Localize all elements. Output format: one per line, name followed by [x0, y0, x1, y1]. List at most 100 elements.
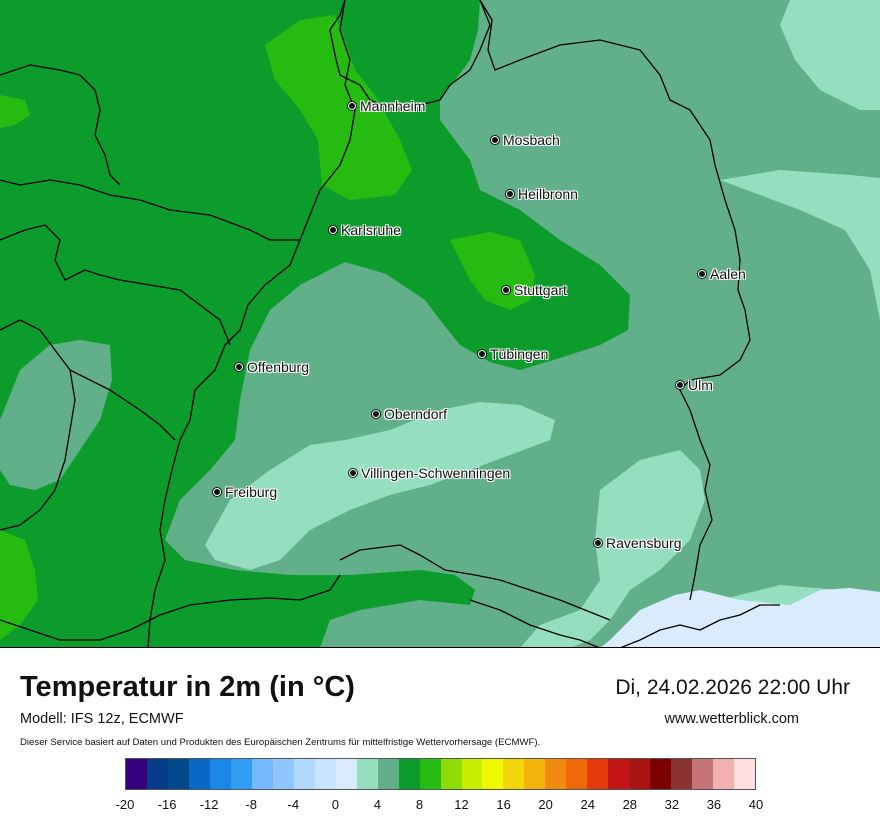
map-footer: Temperatur in 2m (in °C) Modell: IFS 12z…	[0, 649, 880, 830]
city-marker-icon	[594, 539, 602, 547]
city-oberndorf[interactable]: Oberndorf	[372, 406, 447, 422]
city-marker-icon	[478, 350, 486, 358]
city-label: Ravensburg	[606, 535, 682, 551]
legend-swatch	[440, 759, 462, 789]
legend-swatch	[734, 759, 756, 789]
website-link[interactable]: www.wetterblick.com	[664, 711, 799, 727]
border-swiss	[0, 574, 341, 641]
city-ravensburg[interactable]: Ravensburg	[594, 535, 682, 551]
legend-swatch	[608, 759, 630, 789]
city-karlsruhe[interactable]: Karlsruhe	[329, 222, 401, 238]
legend-swatch	[126, 759, 147, 789]
data-source-notice: Dieser Service basiert auf Daten und Pro…	[20, 737, 541, 748]
field-mint-blackforest	[205, 402, 555, 570]
city-label: Freiburg	[225, 484, 278, 500]
legend-tick-label: 40	[748, 797, 764, 812]
legend-swatch	[503, 759, 525, 789]
city-marker-icon	[502, 286, 510, 294]
city-label: Mannheim	[360, 98, 426, 114]
legend-swatch	[167, 759, 189, 789]
legend-swatch	[188, 759, 210, 789]
field-mint-northeast	[780, 0, 880, 110]
legend-swatch	[230, 759, 252, 789]
field-light-green-stuttgart	[450, 232, 535, 310]
city-label: Stuttgart	[514, 282, 567, 298]
legend-swatch	[545, 759, 567, 789]
legend-tick-label: 28	[622, 797, 638, 812]
city-marker-icon	[676, 381, 684, 389]
legend-swatch	[650, 759, 672, 789]
border-north	[479, 0, 716, 166]
field-light-green-southwest	[0, 530, 38, 640]
city-freiburg[interactable]: Freiburg	[213, 484, 277, 500]
city-label: Offenburg	[247, 359, 310, 375]
city-offenburg[interactable]: Offenburg	[235, 359, 309, 375]
city-marker-icon	[213, 488, 221, 496]
legend-tick-label: 20	[538, 797, 553, 812]
legend-swatch	[713, 759, 735, 789]
city-label: Karlsruhe	[341, 222, 401, 238]
state-borders	[0, 0, 780, 647]
legend-swatch	[335, 759, 357, 789]
field-pale-blue-southeast	[601, 588, 880, 647]
city-tuebingen[interactable]: Tübingen	[478, 346, 548, 362]
legend-tick-label: 0	[331, 797, 339, 812]
temperature-map[interactable]: Mannheim Mosbach Heilbronn Karlsruhe Aal…	[0, 0, 880, 648]
border-lake	[469, 599, 600, 647]
city-label: Heilbronn	[518, 186, 578, 202]
legend-tick-label: -12	[199, 797, 219, 812]
legend-tick-label: 36	[706, 797, 722, 812]
legend-tick-label: -4	[287, 797, 300, 812]
model-info: Modell: IFS 12z, ECMWF	[20, 711, 184, 727]
legend-tick-label: 4	[373, 797, 382, 812]
border-alsace-c	[0, 224, 231, 346]
city-marker-icon	[235, 363, 243, 371]
city-heilbronn[interactable]: Heilbronn	[506, 186, 578, 202]
city-ulm[interactable]: Ulm	[676, 377, 713, 393]
field-light-green-west	[0, 95, 30, 128]
legend-tick-label: 8	[415, 797, 424, 812]
temperature-field	[0, 0, 880, 647]
legend-swatch	[566, 759, 588, 789]
legend-tick-label: 12	[454, 797, 469, 812]
city-label: Tübingen	[490, 346, 549, 362]
legend-tick-label: 16	[496, 797, 511, 812]
city-villingen-schwenningen[interactable]: Villingen-Schwenningen	[349, 465, 510, 481]
city-marker-icon	[506, 190, 514, 198]
legend-swatch	[461, 759, 483, 789]
city-label: Oberndorf	[384, 406, 448, 422]
city-mannheim[interactable]: Mannheim	[348, 98, 425, 114]
legend-tick-label: -8	[245, 797, 257, 812]
legend-swatch	[398, 759, 420, 789]
legend-swatch	[587, 759, 609, 789]
city-mosbach[interactable]: Mosbach	[491, 132, 560, 148]
legend-swatch	[251, 759, 273, 789]
legend-swatch	[419, 759, 441, 789]
city-label: Aalen	[710, 266, 746, 282]
legend-swatch	[671, 759, 693, 789]
city-label: Ulm	[688, 377, 713, 393]
city-marker-icon	[372, 410, 380, 418]
city-stuttgart[interactable]: Stuttgart	[502, 282, 567, 298]
legend-swatch	[314, 759, 336, 789]
forecast-datetime: Di, 24.02.2026 22:00 Uhr	[615, 676, 850, 699]
legend-swatch	[272, 759, 294, 789]
field-mint-east	[720, 170, 880, 320]
legend-swatch	[692, 759, 714, 789]
city-marker-icon	[491, 136, 499, 144]
legend-tick-label: 32	[664, 797, 680, 812]
legend-swatch	[209, 759, 231, 789]
legend-swatch	[629, 759, 651, 789]
legend-swatch	[482, 759, 504, 789]
border-alsace-a	[0, 319, 76, 531]
border-hessen	[329, 0, 491, 111]
city-aalen[interactable]: Aalen	[698, 266, 746, 282]
border-south	[339, 544, 611, 621]
legend-tick-label: -20	[115, 797, 135, 812]
border-rhine	[147, 0, 356, 647]
city-label: Mosbach	[503, 132, 560, 148]
field-light-green-north	[265, 15, 412, 200]
border-alsace-b	[69, 369, 176, 441]
legend-swatch	[146, 759, 168, 789]
city-marker-icon	[349, 469, 357, 477]
